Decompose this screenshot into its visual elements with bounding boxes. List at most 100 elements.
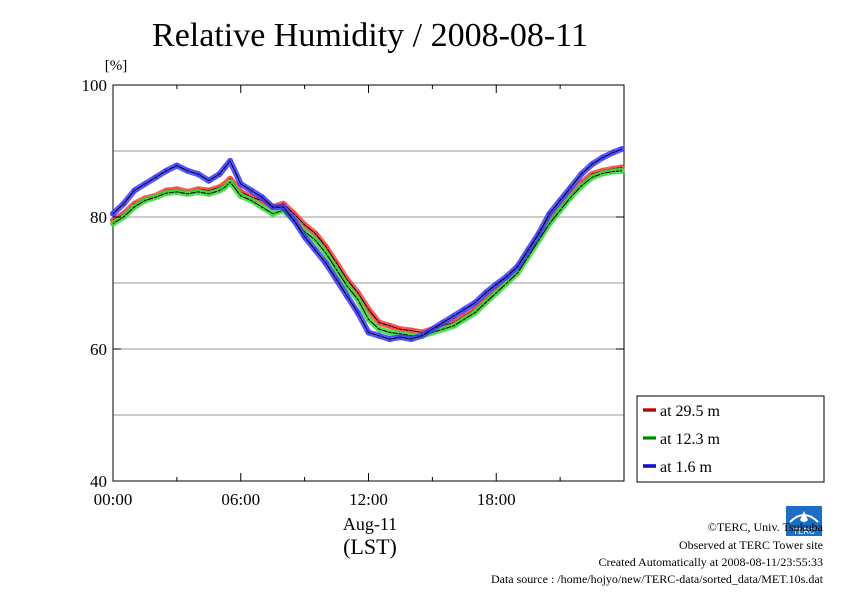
series-point: [397, 334, 404, 340]
series-point: [472, 310, 478, 316]
series-point: [408, 336, 414, 342]
series-point: [387, 323, 393, 329]
series-point: [269, 211, 276, 217]
series-point: [142, 181, 148, 187]
series-point: [589, 174, 595, 181]
legend-label: at 12.3 m: [660, 431, 721, 448]
legend-box: [636, 395, 825, 483]
series-point: [131, 187, 137, 194]
terc-logo-text: TERC: [793, 527, 815, 536]
chart-title: Relative Humidity / 2008-08-11: [152, 17, 588, 54]
series-point: [312, 237, 318, 243]
series-point: [152, 194, 159, 200]
series-point: [365, 316, 372, 322]
series-point: [387, 336, 393, 342]
series-point: [248, 187, 255, 194]
series-point: [387, 329, 393, 336]
series-point: [376, 326, 382, 332]
series-point: [333, 277, 340, 283]
series-point: [120, 214, 127, 220]
y-axis-unit: [%]: [105, 58, 128, 74]
series-point: [355, 296, 361, 303]
series-point: [206, 178, 212, 184]
series-point: [376, 333, 382, 339]
series-point: [174, 189, 180, 195]
x-tick-label: 12:00: [349, 490, 388, 509]
series-point: [163, 168, 169, 174]
series-point: [195, 189, 201, 195]
series-point: [110, 211, 116, 217]
series-point: [280, 204, 287, 210]
series-point: [312, 247, 318, 253]
series-point: [163, 190, 169, 196]
series-point: [216, 171, 223, 177]
series-point: [248, 197, 255, 204]
x-axis-unit-label: (LST): [343, 534, 397, 559]
series-point: [493, 290, 499, 296]
series-point: [174, 162, 180, 169]
series-point: [589, 161, 595, 167]
series-point: [419, 333, 425, 339]
series-point: [482, 290, 489, 296]
data-source-text: Data source : /home/hojyo/new/TERC-data/…: [491, 572, 824, 586]
series-point: [152, 174, 159, 181]
series-point: [514, 270, 521, 276]
created-timestamp-text: Created Automatically at 2008-08-11/23:5…: [598, 555, 823, 569]
series-point: [238, 181, 244, 187]
series-point: [291, 217, 297, 224]
series-point: [546, 211, 553, 217]
series-point: [504, 273, 510, 280]
series-point: [344, 283, 350, 289]
terc-logo: TERC: [786, 506, 822, 536]
series-point: [450, 323, 457, 329]
series-point: [619, 168, 625, 174]
x-axis-date-label: Aug-11: [343, 514, 397, 534]
series-point: [184, 191, 191, 197]
series-point: [429, 326, 436, 332]
x-tick-label: 06:00: [221, 490, 260, 509]
series-point: [184, 168, 191, 174]
series-point: [131, 204, 137, 210]
series-point: [568, 184, 574, 191]
series-point: [493, 281, 499, 288]
series-point: [142, 197, 148, 204]
x-tick-label: 18:00: [477, 490, 516, 509]
series-point: [312, 230, 318, 237]
series-point: [365, 329, 372, 336]
series-point: [440, 319, 446, 326]
series-point: [323, 260, 329, 266]
y-tick-label: 80: [90, 208, 107, 227]
series-point: [222, 164, 228, 171]
series-point: [600, 154, 606, 161]
series-point: [450, 313, 457, 319]
series-point: [578, 171, 585, 177]
series-point: [610, 149, 617, 156]
x-tick-label: 00:00: [94, 490, 133, 509]
series-point: [578, 183, 585, 189]
series-point: [557, 207, 563, 214]
series-point: [259, 194, 265, 200]
series-point: [206, 191, 212, 197]
y-axis-ticks: 100 80 60 40: [82, 76, 624, 491]
observed-site-text: Observed at TERC Tower site: [679, 538, 823, 552]
series-point: [259, 204, 265, 210]
series-point: [461, 316, 468, 322]
series-point: [301, 234, 308, 240]
series-point: [216, 187, 223, 194]
water-drop-icon: [800, 511, 808, 522]
series-point: [514, 263, 521, 270]
series-point: [333, 267, 340, 273]
series-point: [525, 247, 531, 253]
y-tick-label: 60: [90, 340, 107, 359]
x-axis-ticks: 00:00 06:00 12:00 18:00: [94, 85, 625, 509]
legend: at 29.5 m at 12.3 m at 1.6 m: [636, 395, 825, 483]
legend-label: at 1.6 m: [660, 459, 713, 476]
series-point: [227, 179, 233, 185]
series-point: [610, 168, 617, 175]
series-point: [482, 300, 489, 306]
y-tick-label: 100: [82, 76, 108, 95]
series-layer: [110, 146, 625, 343]
series-point: [269, 204, 276, 210]
series-point: [238, 193, 244, 199]
